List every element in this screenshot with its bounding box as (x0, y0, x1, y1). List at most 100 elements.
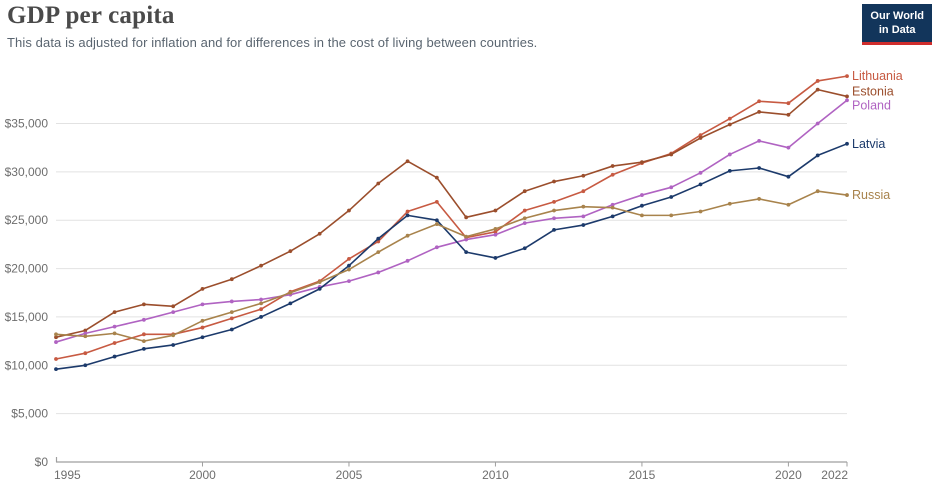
data-point-russia-2022[interactable] (845, 193, 849, 197)
data-point-estonia-2008[interactable] (434, 175, 439, 180)
data-point-latvia-2008[interactable] (434, 218, 439, 223)
data-point-poland-1995[interactable] (54, 340, 58, 344)
series-lithuania[interactable] (54, 74, 849, 361)
legend-label-poland[interactable]: Poland (852, 98, 891, 112)
data-point-poland-2010[interactable] (493, 232, 498, 237)
legend-label-lithuania[interactable]: Lithuania (852, 69, 903, 83)
data-point-lithuania-2013[interactable] (581, 189, 586, 194)
data-point-lithuania-1996[interactable] (83, 351, 88, 356)
data-point-poland-2016[interactable] (669, 185, 674, 190)
data-point-estonia-2001[interactable] (229, 277, 234, 282)
series-latvia[interactable] (54, 141, 849, 372)
data-point-russia-2008[interactable] (434, 222, 439, 226)
data-point-lithuania-2012[interactable] (552, 199, 556, 204)
data-point-poland-2009[interactable] (464, 237, 469, 242)
series-line-latvia[interactable] (55, 143, 848, 370)
data-point-estonia-2011[interactable] (522, 189, 527, 194)
data-point-russia-2017[interactable] (698, 209, 703, 214)
data-point-poland-2001[interactable] (229, 299, 234, 304)
data-point-poland-2012[interactable] (552, 216, 556, 221)
data-point-estonia-2017[interactable] (698, 136, 703, 140)
data-point-poland-2002[interactable] (259, 297, 263, 302)
data-point-latvia-2004[interactable] (317, 286, 322, 291)
data-point-russia-2013[interactable] (581, 204, 586, 209)
data-point-russia-2001[interactable] (229, 310, 234, 314)
data-point-russia-1999[interactable] (171, 333, 176, 338)
data-point-russia-2016[interactable] (669, 213, 674, 218)
data-point-russia-2014[interactable] (610, 205, 615, 210)
data-point-lithuania-2008[interactable] (434, 199, 439, 204)
data-point-latvia-2016[interactable] (669, 195, 674, 199)
data-point-russia-2003[interactable] (288, 290, 293, 295)
data-point-russia-2009[interactable] (464, 234, 469, 239)
data-point-estonia-1999[interactable] (171, 304, 176, 309)
data-point-poland-2020[interactable] (786, 145, 791, 150)
data-point-estonia-2014[interactable] (610, 164, 615, 168)
data-point-estonia-2000[interactable] (200, 286, 205, 291)
series-line-poland[interactable] (55, 99, 848, 343)
data-point-latvia-2015[interactable] (640, 203, 644, 208)
data-point-latvia-2020[interactable] (786, 174, 791, 179)
data-point-latvia-2022[interactable] (845, 141, 849, 146)
data-point-estonia-2003[interactable] (288, 249, 293, 254)
data-point-lithuania-2007[interactable] (405, 209, 410, 214)
data-point-latvia-1998[interactable] (141, 346, 146, 351)
data-point-poland-2006[interactable] (376, 270, 381, 275)
data-point-poland-2011[interactable] (522, 221, 527, 226)
data-point-lithuania-2021[interactable] (815, 79, 820, 83)
series-estonia[interactable] (54, 87, 849, 340)
data-point-poland-2018[interactable] (727, 152, 732, 157)
data-point-lithuania-2019[interactable] (757, 99, 762, 104)
data-point-latvia-2012[interactable] (552, 227, 556, 232)
data-point-latvia-2010[interactable] (493, 256, 498, 260)
data-point-russia-2021[interactable] (815, 189, 820, 194)
data-point-estonia-1998[interactable] (141, 302, 146, 307)
data-point-poland-2000[interactable] (200, 302, 205, 307)
data-point-estonia-1996[interactable] (83, 328, 88, 333)
data-point-russia-2005[interactable] (347, 267, 351, 272)
data-point-poland-1996[interactable] (83, 331, 88, 336)
data-point-russia-2015[interactable] (640, 213, 644, 218)
series-line-russia[interactable] (55, 190, 848, 342)
data-point-latvia-2005[interactable] (347, 263, 351, 268)
data-point-latvia-2019[interactable] (757, 166, 762, 170)
data-point-latvia-2000[interactable] (200, 335, 205, 340)
data-point-latvia-2006[interactable] (376, 236, 381, 241)
data-point-latvia-2007[interactable] (405, 213, 410, 218)
data-point-poland-2008[interactable] (434, 245, 439, 250)
data-point-russia-1995[interactable] (54, 332, 58, 337)
data-point-lithuania-2001[interactable] (229, 316, 234, 321)
data-point-russia-2006[interactable] (376, 250, 381, 255)
data-point-estonia-2015[interactable] (640, 160, 644, 165)
data-point-russia-1996[interactable] (83, 334, 88, 339)
data-point-russia-2019[interactable] (757, 197, 762, 201)
data-point-poland-2021[interactable] (815, 121, 820, 126)
data-point-estonia-1995[interactable] (54, 335, 58, 340)
data-point-poland-2017[interactable] (698, 170, 703, 175)
data-point-poland-2019[interactable] (757, 139, 762, 143)
data-point-russia-2000[interactable] (200, 318, 205, 323)
series-poland[interactable] (54, 98, 849, 344)
data-point-poland-2013[interactable] (581, 214, 586, 219)
data-point-estonia-2022[interactable] (845, 94, 849, 99)
data-point-lithuania-1998[interactable] (141, 332, 146, 337)
data-point-poland-1997[interactable] (112, 324, 117, 329)
data-point-lithuania-2005[interactable] (347, 257, 351, 261)
data-point-lithuania-2020[interactable] (786, 101, 791, 106)
data-point-estonia-2009[interactable] (464, 215, 469, 220)
data-point-poland-1998[interactable] (141, 317, 146, 322)
data-point-poland-2007[interactable] (405, 258, 410, 263)
data-point-estonia-2012[interactable] (552, 179, 556, 184)
data-point-lithuania-2022[interactable] (845, 74, 849, 79)
data-point-latvia-1997[interactable] (112, 354, 117, 359)
data-point-latvia-1999[interactable] (171, 343, 176, 347)
data-point-lithuania-2011[interactable] (522, 208, 527, 213)
legend-label-russia[interactable]: Russia (852, 188, 890, 202)
data-point-estonia-2020[interactable] (786, 112, 791, 117)
data-point-lithuania-2017[interactable] (698, 133, 703, 138)
data-point-lithuania-1997[interactable] (112, 341, 117, 345)
data-point-latvia-2003[interactable] (288, 301, 293, 306)
data-point-estonia-2018[interactable] (727, 122, 732, 127)
data-point-russia-2011[interactable] (522, 216, 527, 221)
